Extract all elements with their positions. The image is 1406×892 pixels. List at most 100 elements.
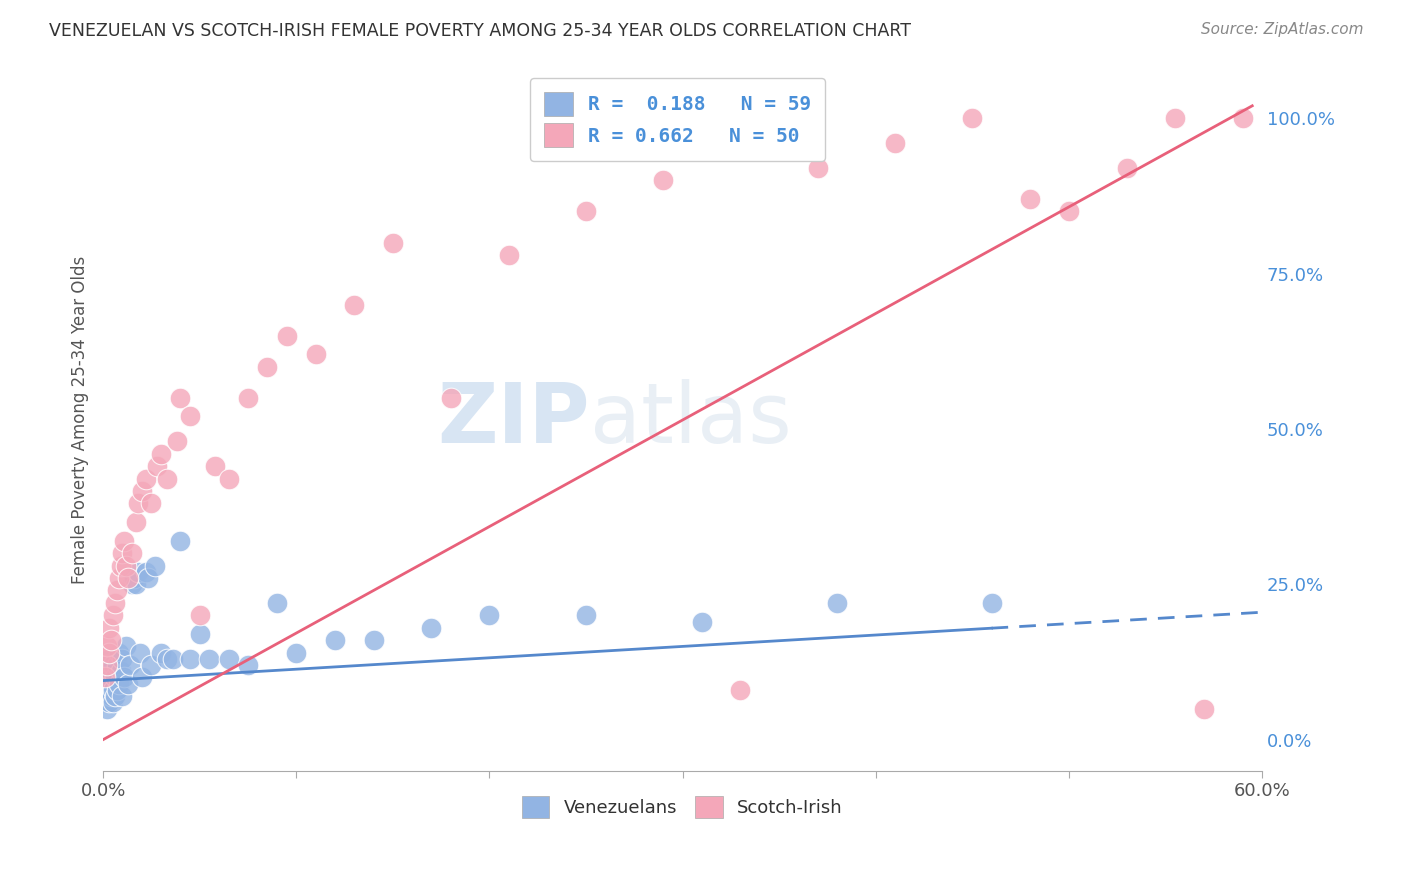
Point — [115, 558, 138, 573]
Point — [960, 112, 983, 126]
Point — [110, 665, 132, 679]
Point — [188, 608, 211, 623]
Point — [141, 658, 163, 673]
Point — [101, 608, 124, 623]
Point — [652, 173, 675, 187]
Point — [100, 633, 122, 648]
Point — [135, 472, 157, 486]
Point — [276, 328, 298, 343]
Point — [107, 646, 129, 660]
Point — [117, 571, 139, 585]
Text: atlas: atlas — [589, 379, 792, 460]
Point — [117, 676, 139, 690]
Point — [179, 652, 201, 666]
Point — [107, 676, 129, 690]
Point — [96, 689, 118, 703]
Point — [96, 640, 118, 654]
Point — [256, 359, 278, 374]
Point — [498, 248, 520, 262]
Point — [96, 676, 118, 690]
Point — [96, 658, 118, 673]
Point — [105, 583, 128, 598]
Point — [420, 621, 443, 635]
Point — [204, 459, 226, 474]
Point — [156, 472, 179, 486]
Point — [94, 682, 117, 697]
Point — [120, 658, 142, 673]
Point — [100, 671, 122, 685]
Point — [110, 558, 132, 573]
Point — [94, 671, 117, 685]
Point — [980, 596, 1002, 610]
Point — [236, 658, 259, 673]
Point — [107, 571, 129, 585]
Point — [125, 577, 148, 591]
Point — [1057, 204, 1080, 219]
Point — [97, 646, 120, 660]
Point — [101, 658, 124, 673]
Point — [478, 608, 501, 623]
Point — [188, 627, 211, 641]
Point — [97, 695, 120, 709]
Point — [127, 565, 149, 579]
Point — [104, 689, 127, 703]
Point — [97, 682, 120, 697]
Point — [169, 533, 191, 548]
Point — [146, 459, 169, 474]
Point — [730, 682, 752, 697]
Point — [100, 689, 122, 703]
Point — [111, 652, 134, 666]
Y-axis label: Female Poverty Among 25-34 Year Olds: Female Poverty Among 25-34 Year Olds — [72, 255, 89, 583]
Point — [1192, 701, 1215, 715]
Point — [105, 682, 128, 697]
Legend: Venezuelans, Scotch-Irish: Venezuelans, Scotch-Irish — [515, 789, 849, 825]
Point — [1164, 112, 1187, 126]
Point — [136, 571, 159, 585]
Point — [381, 235, 404, 250]
Point — [125, 515, 148, 529]
Point — [101, 695, 124, 709]
Point — [97, 665, 120, 679]
Point — [94, 671, 117, 685]
Point — [236, 391, 259, 405]
Point — [1115, 161, 1137, 175]
Point — [115, 640, 138, 654]
Point — [343, 298, 366, 312]
Point — [97, 652, 120, 666]
Point — [121, 546, 143, 560]
Point — [440, 391, 463, 405]
Point — [111, 546, 134, 560]
Point — [285, 646, 308, 660]
Point — [323, 633, 346, 648]
Point — [105, 658, 128, 673]
Point — [218, 652, 240, 666]
Point — [363, 633, 385, 648]
Point — [166, 434, 188, 449]
Point — [127, 496, 149, 510]
Point — [135, 565, 157, 579]
Point — [156, 652, 179, 666]
Point — [575, 204, 598, 219]
Point — [162, 652, 184, 666]
Point — [111, 689, 134, 703]
Point — [131, 484, 153, 499]
Text: VENEZUELAN VS SCOTCH-IRISH FEMALE POVERTY AMONG 25-34 YEAR OLDS CORRELATION CHAR: VENEZUELAN VS SCOTCH-IRISH FEMALE POVERT… — [49, 22, 911, 40]
Point — [179, 409, 201, 424]
Point — [150, 447, 173, 461]
Point — [169, 391, 191, 405]
Point — [575, 608, 598, 623]
Point — [96, 701, 118, 715]
Point — [96, 658, 118, 673]
Point — [141, 496, 163, 510]
Point — [1019, 192, 1042, 206]
Point — [266, 596, 288, 610]
Text: ZIP: ZIP — [437, 379, 589, 460]
Point — [101, 682, 124, 697]
Point — [150, 646, 173, 660]
Point — [104, 671, 127, 685]
Point — [94, 695, 117, 709]
Point — [104, 596, 127, 610]
Point — [131, 671, 153, 685]
Point — [97, 621, 120, 635]
Point — [143, 558, 166, 573]
